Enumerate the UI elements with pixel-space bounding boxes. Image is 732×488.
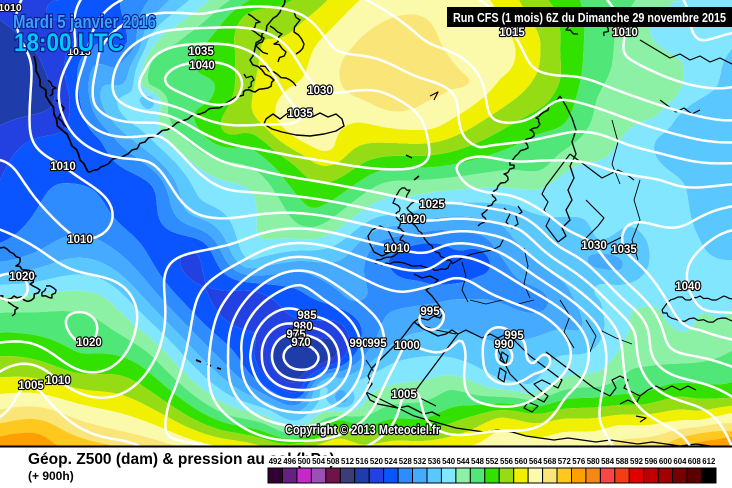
svg-text:512: 512: [341, 457, 355, 466]
svg-text:508: 508: [326, 457, 340, 466]
svg-text:1035: 1035: [611, 244, 637, 256]
svg-text:1005: 1005: [391, 389, 417, 401]
svg-text:1020: 1020: [9, 271, 35, 283]
svg-text:990: 990: [349, 338, 368, 350]
svg-text:580: 580: [587, 457, 601, 466]
svg-text:(+ 900h): (+ 900h): [28, 469, 74, 483]
svg-text:990: 990: [494, 339, 513, 351]
svg-text:985: 985: [297, 310, 317, 322]
svg-text:544: 544: [457, 457, 471, 466]
svg-text:600: 600: [659, 457, 673, 466]
svg-text:980: 980: [293, 321, 312, 333]
svg-text:Mardi 5 janvier 2016: Mardi 5 janvier 2016: [13, 12, 156, 32]
svg-text:1040: 1040: [675, 281, 701, 293]
svg-text:18:00 UTC: 18:00 UTC: [14, 29, 124, 57]
svg-text:504: 504: [312, 457, 326, 466]
svg-text:975: 975: [286, 329, 306, 341]
svg-text:548: 548: [471, 457, 485, 466]
svg-text:596: 596: [644, 457, 658, 466]
svg-text:492: 492: [269, 457, 283, 466]
svg-text:1010: 1010: [45, 375, 71, 387]
svg-text:576: 576: [572, 457, 586, 466]
svg-text:516: 516: [355, 457, 369, 466]
svg-text:500: 500: [298, 457, 312, 466]
svg-text:1010: 1010: [67, 234, 93, 246]
svg-text:970: 970: [291, 337, 310, 349]
svg-text:592: 592: [630, 457, 644, 466]
svg-text:588: 588: [616, 457, 630, 466]
svg-text:1015: 1015: [67, 46, 91, 58]
svg-text:1010: 1010: [384, 243, 410, 255]
svg-text:556: 556: [500, 457, 514, 466]
svg-text:1010: 1010: [0, 2, 22, 14]
svg-text:Géop. Z500 (dam) & pression au: Géop. Z500 (dam) & pression au sol (hPa): [28, 451, 335, 468]
svg-text:1015: 1015: [499, 27, 525, 39]
svg-text:560: 560: [514, 457, 528, 466]
svg-text:Copyright © 2013 Meteociel.fr: Copyright © 2013 Meteociel.fr: [285, 422, 440, 437]
svg-text:496: 496: [283, 457, 297, 466]
svg-text:1030: 1030: [581, 240, 607, 252]
svg-text:552: 552: [485, 457, 499, 466]
svg-text:1000: 1000: [394, 340, 420, 352]
svg-text:1010: 1010: [50, 161, 76, 173]
svg-text:995: 995: [420, 306, 440, 318]
svg-text:572: 572: [558, 457, 572, 466]
svg-text:564: 564: [529, 457, 543, 466]
svg-text:995: 995: [367, 338, 387, 350]
svg-text:536: 536: [428, 457, 442, 466]
svg-text:568: 568: [543, 457, 557, 466]
svg-text:524: 524: [384, 457, 398, 466]
svg-text:520: 520: [370, 457, 384, 466]
svg-text:1030: 1030: [307, 85, 333, 97]
svg-text:1035: 1035: [188, 46, 214, 58]
svg-text:608: 608: [688, 457, 702, 466]
svg-text:540: 540: [442, 457, 456, 466]
svg-text:1025: 1025: [419, 199, 445, 211]
svg-text:528: 528: [399, 457, 413, 466]
svg-text:995: 995: [504, 330, 524, 342]
svg-text:1035: 1035: [287, 108, 313, 120]
svg-text:604: 604: [673, 457, 687, 466]
svg-text:1020: 1020: [400, 214, 426, 226]
svg-text:Run CFS (1 mois) 6Z du Dimanch: Run CFS (1 mois) 6Z du Dimanche 29 novem…: [453, 11, 726, 25]
svg-text:584: 584: [601, 457, 615, 466]
svg-text:612: 612: [702, 457, 716, 466]
svg-text:1020: 1020: [76, 337, 102, 349]
svg-text:1040: 1040: [189, 60, 215, 72]
svg-text:532: 532: [413, 457, 427, 466]
svg-text:1010: 1010: [612, 27, 638, 39]
svg-text:1005: 1005: [18, 380, 44, 392]
